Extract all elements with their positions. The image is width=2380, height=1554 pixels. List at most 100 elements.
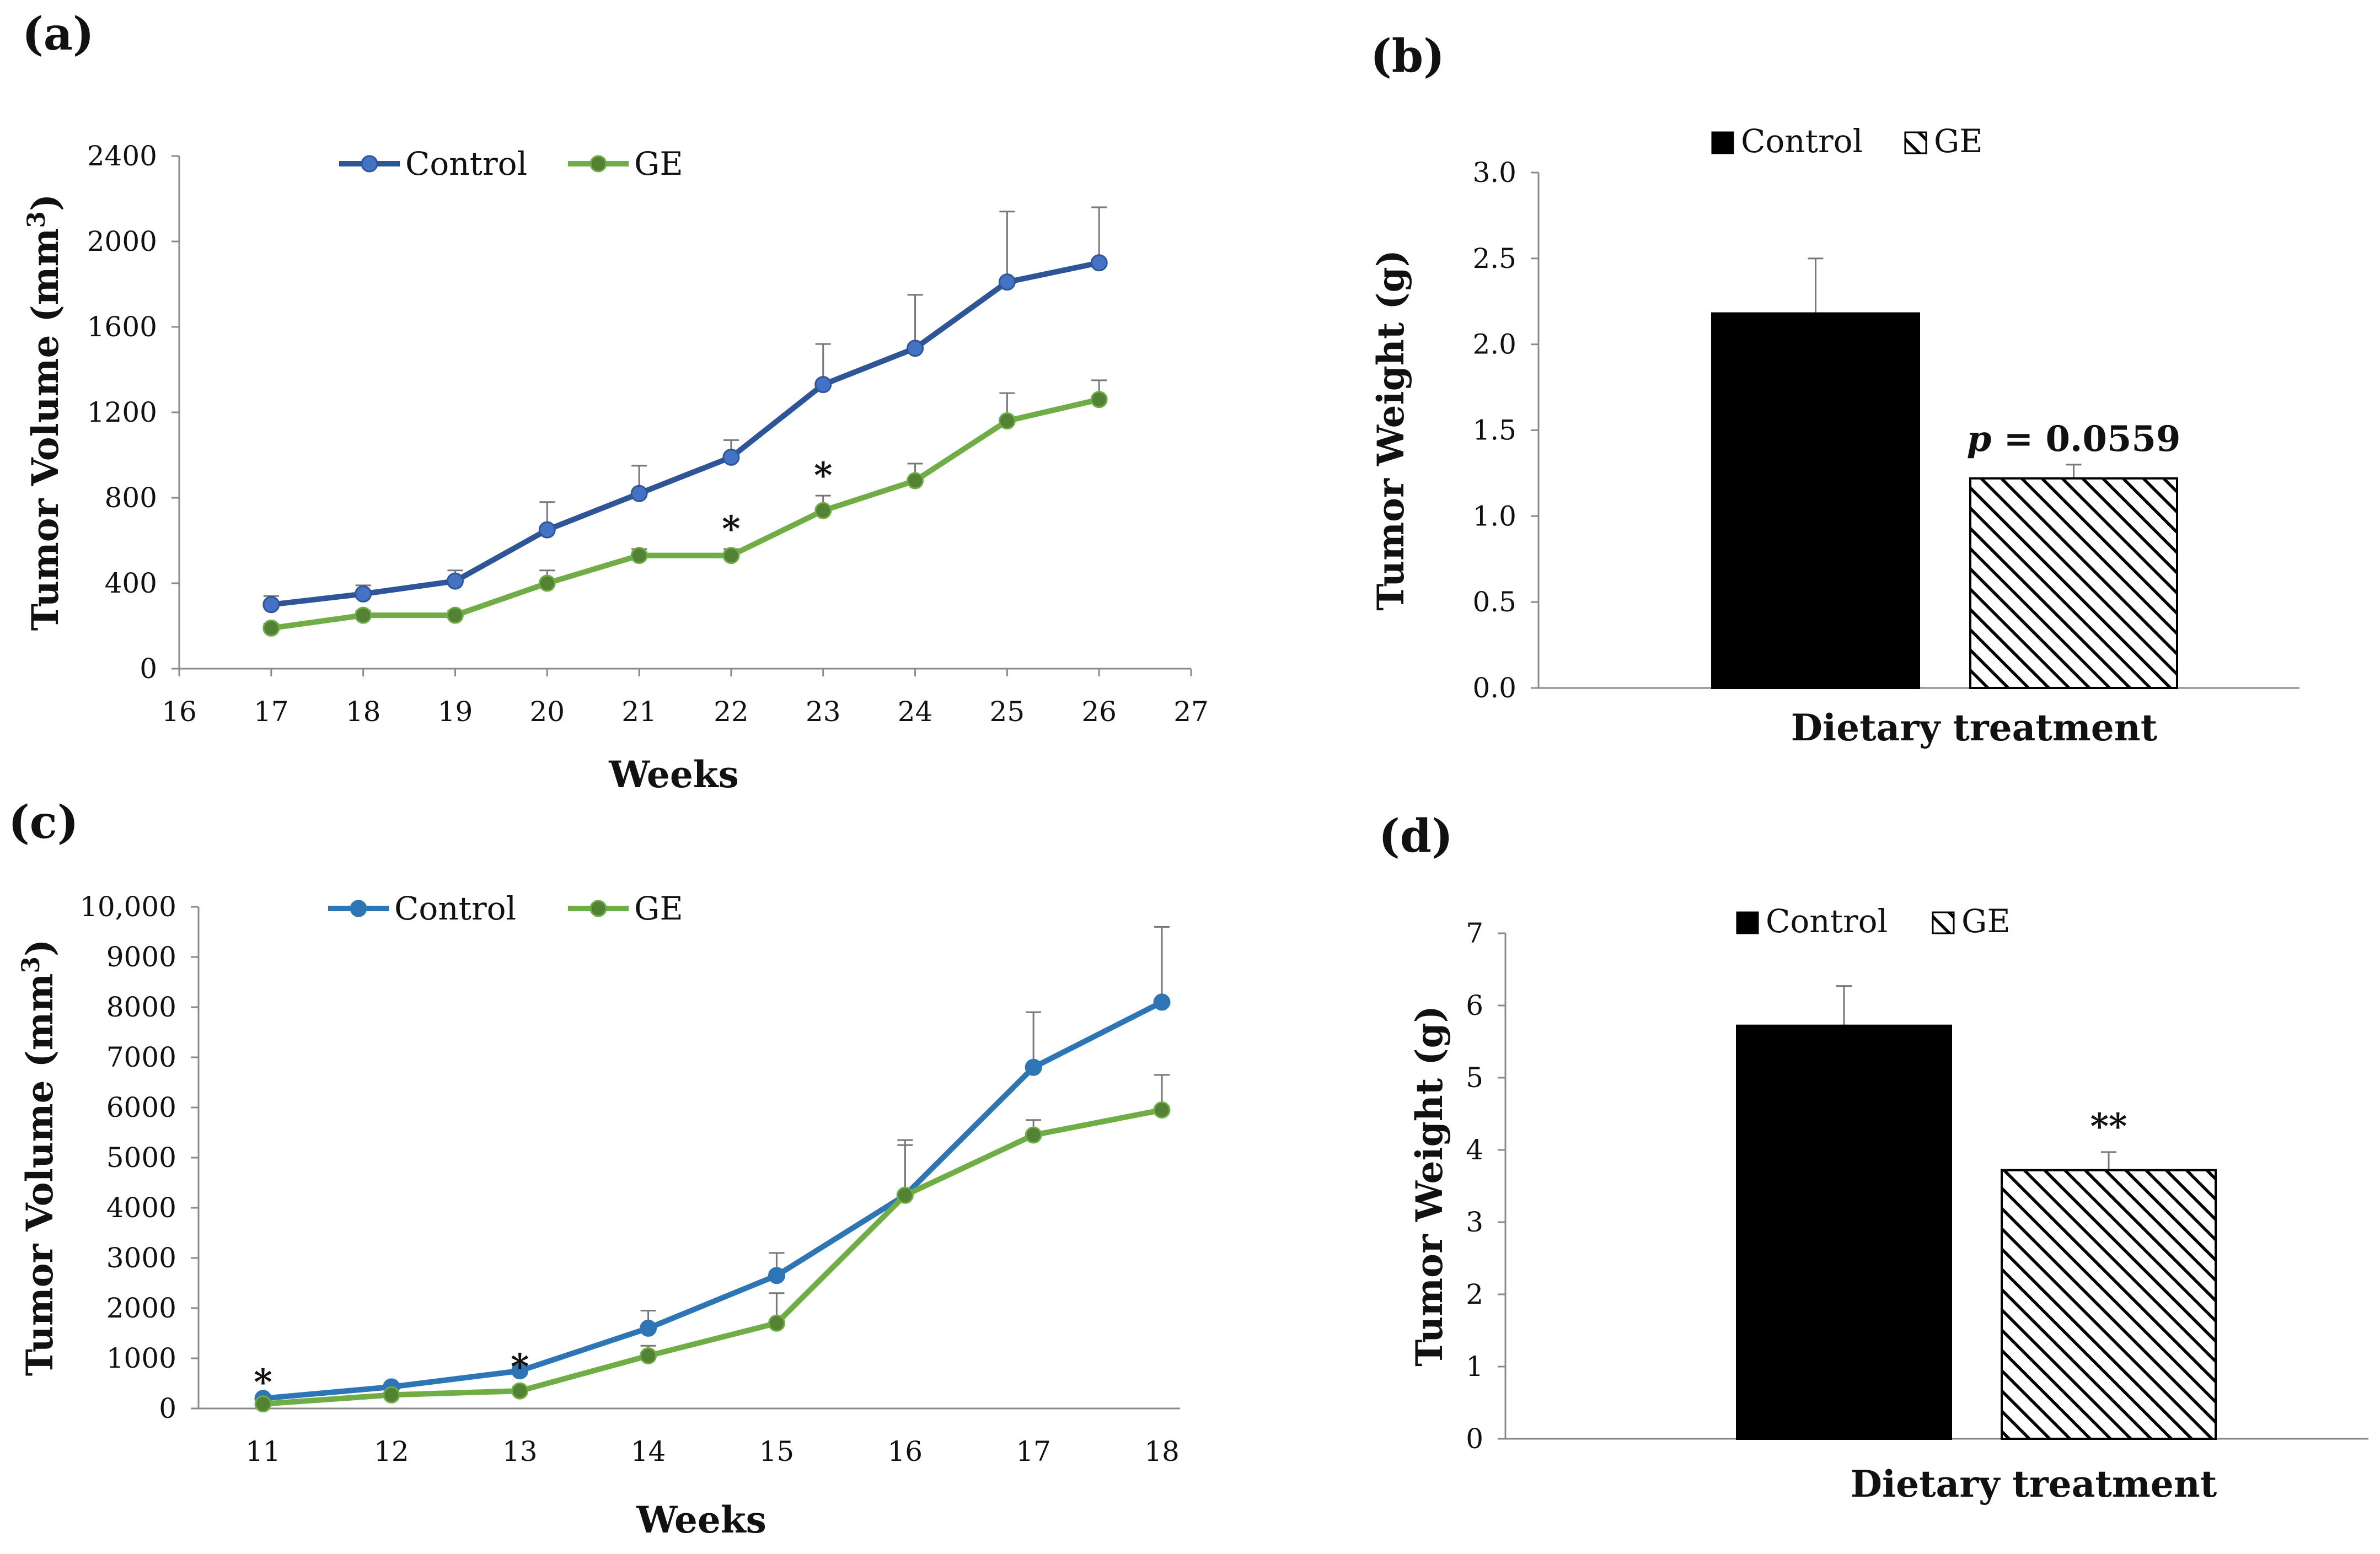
legend-label-ge: GE [1934, 122, 1983, 160]
x-tick-label: 27 [1173, 696, 1209, 728]
y-tick-label: 7000 [106, 1041, 176, 1073]
y-tick-label: 3.0 [1472, 157, 1516, 189]
x-tick-label: 22 [714, 696, 749, 728]
x-tick-label: 16 [887, 1435, 923, 1467]
data-point-ge [383, 1386, 400, 1404]
data-point-ge [446, 606, 464, 624]
legend-label-ge: GE [634, 145, 683, 182]
y-tick-label: 3 [1466, 1206, 1483, 1238]
data-point-control [446, 572, 464, 590]
y-tick-label: 400 [105, 567, 157, 599]
y-tick-label: 1000 [106, 1342, 176, 1374]
panel-label-c: (c) [8, 796, 79, 849]
data-point-control [998, 273, 1016, 291]
data-point-ge [538, 574, 556, 592]
data-point-ge [1153, 1101, 1171, 1119]
chart-d-tumor-weight: 0 1 2 3 4 5 6 7 Dietary treatment Tumor Weight (g… [1408, 902, 2368, 1505]
x-tick-label: 23 [806, 696, 841, 728]
series-line-ge [262, 1107, 1162, 1407]
data-point-control [511, 1362, 529, 1380]
x-tick-label: 25 [990, 696, 1025, 728]
data-point-ge [355, 606, 372, 624]
bar-control [1711, 312, 1920, 689]
x-tick-label: 21 [621, 696, 657, 728]
significance-asterisk: * [722, 508, 740, 550]
y-tick-label: 1.5 [1472, 415, 1516, 447]
y-tick-label: 5 [1466, 1062, 1483, 1094]
series-line-control [262, 999, 1164, 1401]
series-line-control [271, 260, 1100, 607]
panel-label-b: (b) [1370, 30, 1445, 83]
data-point-control [1153, 993, 1171, 1011]
x-tick-label: 11 [245, 1435, 281, 1467]
y-tick-label: 0 [159, 1392, 176, 1424]
panel-label-d: (d) [1379, 810, 1453, 863]
x-axis-label: Dietary treatment [1791, 706, 2158, 749]
y-tick-label: 6 [1466, 990, 1483, 1021]
x-tick-label: 13 [502, 1435, 538, 1467]
data-point-ge [1025, 1126, 1042, 1144]
x-axis-label: Weeks [608, 753, 739, 796]
significance-asterisk: * [254, 1362, 272, 1403]
y-tick-label: 0 [140, 653, 157, 685]
data-point-ge [254, 1395, 272, 1413]
legend-label-ge: GE [634, 890, 683, 927]
y-tick-label: 3000 [106, 1242, 176, 1274]
x-tick-label: 17 [254, 696, 289, 728]
significance-asterisk: * [511, 1346, 529, 1388]
y-tick-label: 2400 [87, 140, 157, 172]
significance-asterisk: * [814, 455, 832, 496]
y-tick-label: 2000 [87, 225, 157, 257]
y-tick-label: 7 [1466, 917, 1483, 949]
y-tick-label: 4 [1466, 1134, 1483, 1166]
data-point-control [814, 376, 832, 394]
data-point-ge [907, 472, 924, 490]
panel-label-a: (a) [22, 8, 94, 61]
data-point-control [262, 596, 280, 614]
data-point-ge [1090, 391, 1108, 408]
series-line-ge [271, 396, 1100, 631]
x-tick-label: 16 [162, 696, 197, 728]
data-point-control [640, 1319, 657, 1337]
y-tick-label: 2 [1466, 1278, 1483, 1310]
y-tick-label: 6000 [106, 1091, 176, 1123]
y-tick-label: 10,000 [80, 891, 176, 923]
bar-control [1736, 1024, 1952, 1440]
y-tick-label: 1600 [87, 311, 157, 343]
x-tick-label: 18 [346, 696, 381, 728]
x-tick-label: 12 [374, 1435, 409, 1467]
x-tick-label: 19 [438, 696, 473, 728]
y-tick-label: 1 [1466, 1351, 1483, 1383]
x-tick-label: 17 [1016, 1435, 1051, 1467]
data-point-ge [814, 502, 832, 519]
data-point-control [630, 485, 648, 502]
y-axis-label: Tumor Volume (mm3) [23, 194, 67, 631]
y-axis-label: Tumor Weight (g) [1369, 250, 1412, 611]
data-point-control [768, 1267, 785, 1284]
data-point-ge [640, 1347, 657, 1364]
x-tick-label: 20 [529, 696, 565, 728]
x-axis-label: Weeks [636, 1498, 766, 1541]
y-tick-label: 5000 [106, 1142, 176, 1174]
y-tick-label: 0 [1466, 1423, 1483, 1455]
x-tick-label: 26 [1081, 696, 1117, 728]
data-point-control [907, 340, 924, 357]
legend-swatch-ge [1904, 131, 1927, 154]
legend-label-control: Control [1741, 122, 1863, 160]
bar-ge [1969, 477, 2178, 689]
legend-label-ge: GE [1961, 902, 2011, 940]
legend-label-control: Control [394, 890, 516, 927]
y-tick-label: 1.0 [1472, 500, 1516, 532]
legend-swatch-control [1736, 911, 1759, 934]
legend-marker-control [350, 900, 367, 917]
bar-annotation: p = 0.0559 [1967, 418, 2181, 460]
bar-annotation: ** [2090, 1106, 2127, 1147]
data-point-ge [630, 547, 648, 564]
legend-swatch-control [1711, 131, 1734, 154]
data-point-control [722, 448, 740, 466]
y-tick-label: 8000 [106, 991, 176, 1023]
data-point-control [355, 585, 372, 603]
y-tick-label: 0.5 [1472, 586, 1516, 618]
y-tick-label: 9000 [106, 941, 176, 973]
